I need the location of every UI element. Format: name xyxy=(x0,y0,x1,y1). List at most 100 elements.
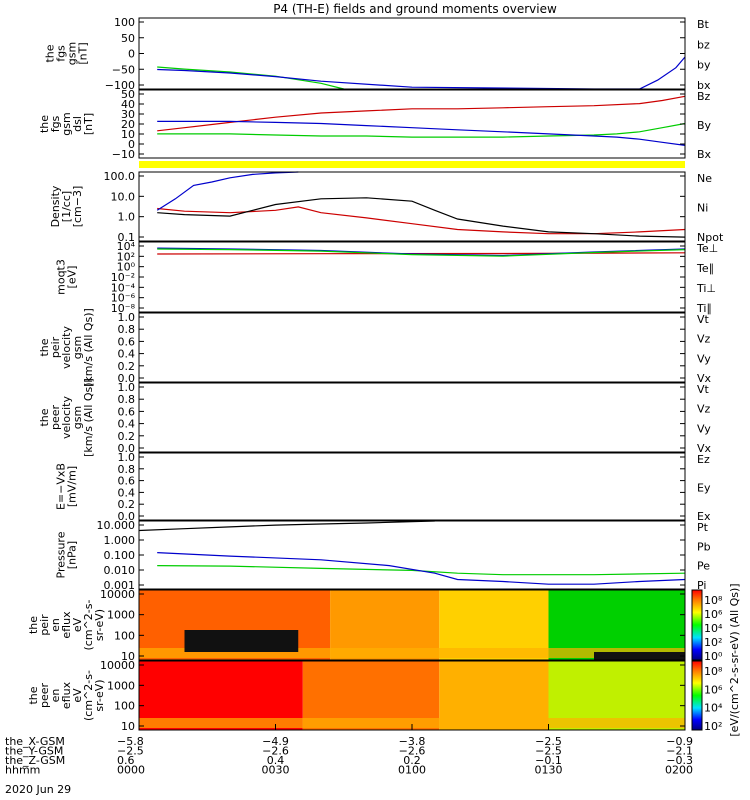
series-Pe xyxy=(157,564,686,576)
y-axis-label: dsl xyxy=(71,116,84,132)
series-By xyxy=(157,122,686,138)
y-axis-label: the xyxy=(38,115,51,133)
y-axis-label: peir xyxy=(49,336,62,358)
y-tick-label: 0.8 xyxy=(118,323,136,336)
legend-Ti∥: Ti∥ xyxy=(696,302,712,315)
y-axis-label: the xyxy=(27,686,40,704)
y-tick-label: 10.0 xyxy=(111,190,136,203)
x-row-value: 0.6 xyxy=(117,754,135,767)
y-tick-label: 0.100 xyxy=(104,549,136,562)
y-tick-label: 100 xyxy=(114,16,135,29)
y-axis-label: [km/s (All Qs)] xyxy=(82,308,95,387)
heatmap-dark-region xyxy=(594,652,685,660)
y-tick-label: 0.8 xyxy=(118,463,136,476)
legend-bz: bz xyxy=(697,38,710,51)
ground-flag-bar xyxy=(139,161,685,168)
y-tick-label: 0.010 xyxy=(104,564,136,577)
series-Pt xyxy=(138,520,435,532)
y-axis-label: eV xyxy=(71,617,84,632)
y-axis-label: Density xyxy=(49,185,62,227)
panel-peir-velocity: 1.00.80.60.40.20.0 thepeirvelocitygsm[km/… xyxy=(38,308,712,387)
x-row-label: hhmm xyxy=(5,764,40,777)
y-tick-label: 10⁻⁴ xyxy=(111,281,136,294)
y-tick-label: 100.0 xyxy=(104,170,136,183)
y-tick-label: 40 xyxy=(121,98,135,111)
series-Ti∥ xyxy=(157,248,686,257)
y-axis-label: peer xyxy=(49,405,62,431)
y-axis-label: en xyxy=(49,689,62,703)
y-axis-label: E=−VxB xyxy=(55,463,68,510)
y-axis-label: the xyxy=(44,44,57,62)
y-tick-label: 1000 xyxy=(107,609,135,622)
series-Bz xyxy=(157,95,686,132)
x-row-value: 0030 xyxy=(262,764,290,777)
y-axis-label: eV xyxy=(71,688,84,703)
y-axis-label: [mV/m] xyxy=(66,466,79,507)
legend-Te⊥: Te⊥ xyxy=(696,242,718,255)
y-tick-label: 0.4 xyxy=(118,486,136,499)
y-axis-label: the xyxy=(38,338,51,356)
heatmap-low-energy-band xyxy=(139,718,685,728)
y-axis-label: sr-eV) xyxy=(93,679,106,711)
colorbar xyxy=(691,660,703,731)
legend-by: by xyxy=(697,59,711,72)
y-axis-label: gsm xyxy=(66,42,79,65)
series-Ni xyxy=(157,197,686,238)
y-axis-label: [km/s (All Qs)] xyxy=(82,378,95,457)
panel-e-field: 1.00.80.60.40.20.0 E=−VxB[mV/m] Ez Ey Ex xyxy=(55,451,711,523)
panel-frame xyxy=(138,589,686,661)
legend-Ti⊥: Ti⊥ xyxy=(696,282,716,295)
panel-peer-eflux: 10⁸ 10⁶ 10⁴ 10² 10000 1000 100 10 thepeereneflux… xyxy=(27,659,723,733)
series-Pi xyxy=(157,552,686,585)
y-tick-label: 0.4 xyxy=(118,348,136,361)
y-axis-label: velocity xyxy=(60,396,73,439)
y-tick-label: 10 xyxy=(121,128,135,141)
x-row-value: −0.3 xyxy=(666,754,693,767)
y-tick-label: 0.1 xyxy=(118,231,136,244)
colorbar-tick-label: 10⁸ xyxy=(704,594,723,607)
y-tick-label: 100 xyxy=(114,629,135,642)
series-Bx xyxy=(157,120,686,146)
series-Ne xyxy=(157,206,686,235)
y-tick-label: 1.0 xyxy=(118,311,136,324)
legend-Vy: Vy xyxy=(697,352,711,365)
y-tick-label: 10000 xyxy=(100,659,135,672)
x-row-value: 0130 xyxy=(535,764,563,777)
y-axis-label: fgs xyxy=(49,115,62,132)
x-row-value: −3.8 xyxy=(399,735,426,748)
legend-Pe: Pe xyxy=(697,560,710,573)
y-axis-label: the xyxy=(38,408,51,426)
colorbar-label: [eV/(cm^2-s-sr-eV) (All Qs)] xyxy=(728,583,741,736)
x-row-value: −5.8 xyxy=(117,735,144,748)
legend-Pt: Pt xyxy=(697,521,709,534)
y-axis-label: gsm xyxy=(60,112,73,135)
y-tick-label: 0.6 xyxy=(118,335,136,348)
y-tick-label: 0.001 xyxy=(104,579,136,592)
legend-Vz: Vz xyxy=(697,403,711,416)
colorbar-tick-label: 10⁶ xyxy=(704,683,723,696)
legend-By: By xyxy=(697,119,712,132)
x-row-value: −0.1 xyxy=(535,754,562,767)
x-row-value: −2.5 xyxy=(117,745,144,758)
x-row-value: 0000 xyxy=(117,764,145,777)
colorbar-tick-label: 10² xyxy=(704,636,722,649)
y-tick-label: 20 xyxy=(121,118,135,131)
y-tick-label: 10000 xyxy=(100,588,135,601)
y-tick-label: 10⁻² xyxy=(111,271,135,284)
colorbar-tick-label: 10² xyxy=(704,720,722,733)
x-row-label: the_X-GSM xyxy=(5,735,65,748)
heatmap-dark-region xyxy=(184,630,299,652)
x-row-value: 0.2 xyxy=(403,754,421,767)
y-tick-label: 10⁴ xyxy=(117,240,136,253)
legend-Vt: Vt xyxy=(697,383,710,396)
legend-Vx: Vx xyxy=(697,372,712,385)
y-tick-label: 0 xyxy=(128,138,135,151)
y-tick-label: 0.0 xyxy=(118,372,136,385)
y-axis-label: eflux xyxy=(60,681,73,709)
series-by xyxy=(157,66,344,90)
y-axis-label: velocity xyxy=(60,326,73,369)
y-axis-label: peir xyxy=(38,614,51,636)
legend-Vz: Vz xyxy=(697,333,711,346)
panel-peer-velocity: 1.00.80.60.40.20.0 thepeervelocitygsm[km/… xyxy=(38,378,712,457)
